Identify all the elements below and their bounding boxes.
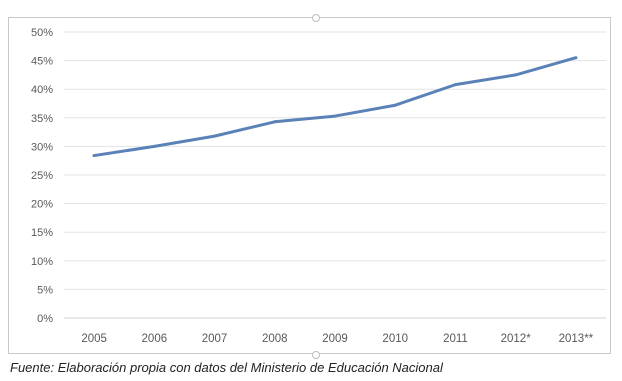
y-tick-label: 35%: [31, 113, 53, 125]
data-point: [92, 154, 96, 158]
data-point: [273, 120, 277, 124]
data-point: [213, 134, 217, 138]
data-point: [574, 56, 578, 60]
x-tick-label: 2006: [142, 333, 168, 345]
line-chart: 0% 5% 10% 15% 20% 25% 30% 35% 40% 45% 50% 2005 2006…: [31, 27, 606, 345]
x-axis: 2005 2006 2007 2008 2009 2010 2011 2012* 2013**: [81, 333, 593, 345]
series-line: [92, 56, 578, 158]
data-point: [152, 144, 156, 148]
x-tick-label: 2007: [202, 333, 228, 345]
data-point: [393, 103, 397, 107]
resize-handle-bottom[interactable]: [312, 351, 320, 359]
x-tick-label: 2008: [262, 333, 288, 345]
y-tick-label: 25%: [31, 170, 53, 182]
x-tick-label: 2012*: [501, 333, 532, 345]
y-tick-label: 20%: [31, 199, 53, 211]
y-tick-label: 40%: [31, 84, 53, 96]
resize-handle-top[interactable]: [312, 14, 320, 22]
chart-frame: 0% 5% 10% 15% 20% 25% 30% 35% 40% 45% 50% 2005 2006…: [8, 17, 611, 354]
y-tick-label: 45%: [31, 56, 53, 68]
y-tick-label: 10%: [31, 256, 53, 268]
x-tick-label: 2010: [382, 333, 408, 345]
x-tick-label: 2011: [443, 333, 468, 345]
series-layer: [92, 56, 578, 158]
y-tick-label: 5%: [37, 284, 53, 296]
y-axis: 0% 5% 10% 15% 20% 25% 30% 35% 40% 45% 50%: [31, 27, 53, 325]
x-tick-label: 2009: [322, 333, 348, 345]
y-tick-label: 30%: [31, 141, 53, 153]
y-tick-label: 0%: [37, 313, 53, 325]
data-point: [333, 114, 337, 118]
data-point: [514, 73, 518, 77]
x-tick-label: 2013**: [559, 333, 594, 345]
source-caption: Fuente: Elaboración propia con datos del…: [10, 360, 443, 375]
y-tick-label: 50%: [31, 27, 53, 39]
x-tick-label: 2005: [81, 333, 107, 345]
y-tick-label: 15%: [31, 227, 53, 239]
gridlines: [64, 31, 606, 319]
data-point: [453, 83, 457, 87]
